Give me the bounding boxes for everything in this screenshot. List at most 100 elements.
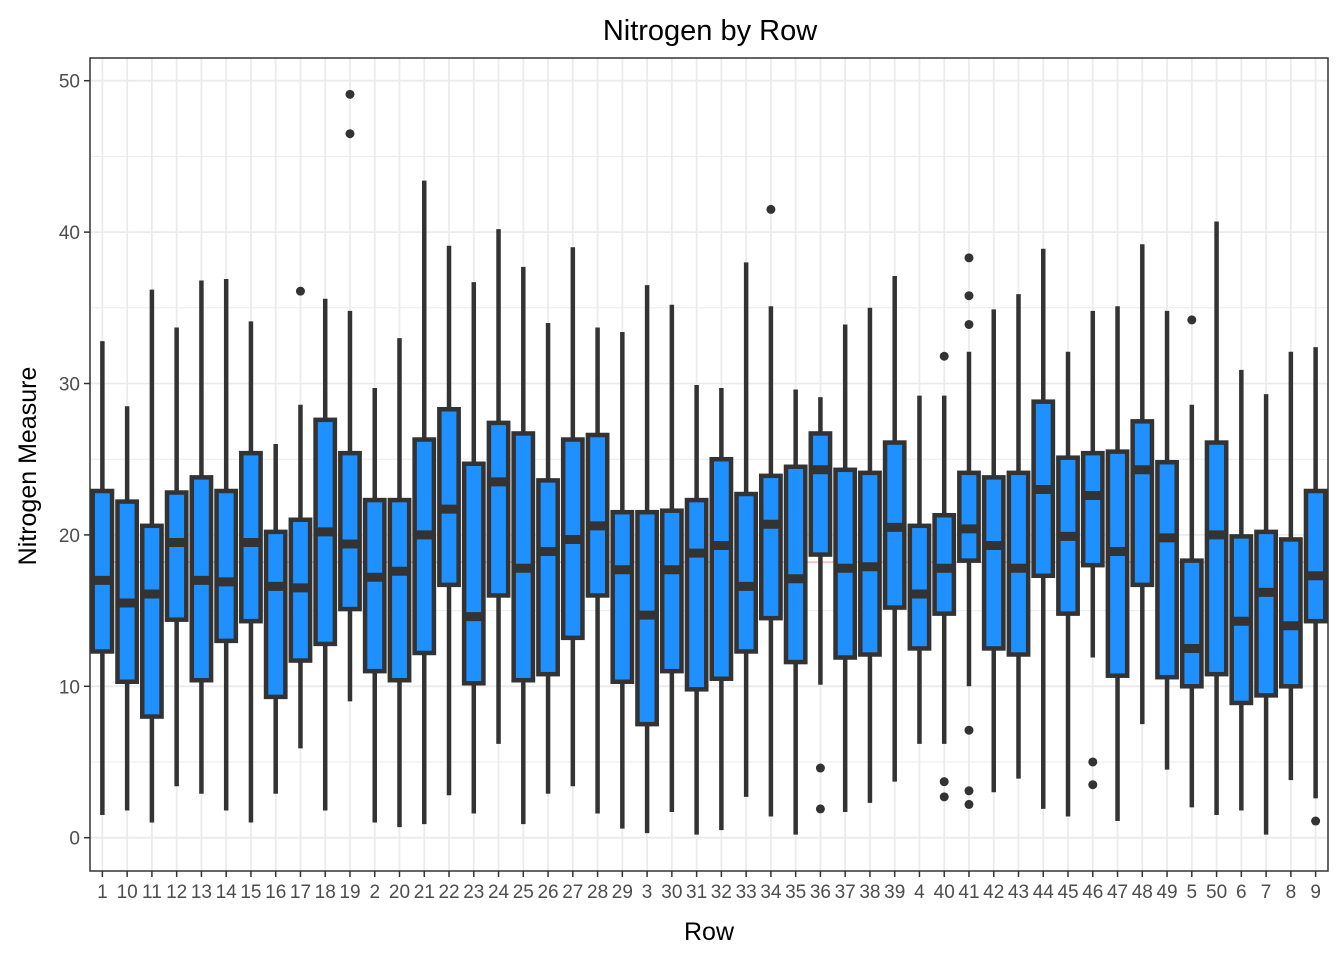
x-tick-label: 19 xyxy=(339,882,360,903)
box-22 xyxy=(437,245,461,796)
box-body xyxy=(387,497,412,683)
box-48 xyxy=(1130,244,1155,725)
x-tick-label: 27 xyxy=(562,882,583,903)
x-tick-label: 41 xyxy=(958,882,979,903)
box-49 xyxy=(1155,310,1179,770)
x-tick-label: 1 xyxy=(97,882,108,903)
box-body xyxy=(362,497,387,674)
box-body xyxy=(783,464,808,665)
x-tick-label: 20 xyxy=(389,882,410,903)
x-tick-label: 3 xyxy=(642,882,653,903)
box-45 xyxy=(1056,351,1080,817)
outlier-point xyxy=(1088,780,1098,790)
x-axis-title: Row xyxy=(684,918,735,946)
box-19 xyxy=(338,89,362,702)
box-body xyxy=(610,509,635,685)
outlier-point xyxy=(766,204,776,214)
box-body xyxy=(1130,419,1155,588)
x-tick-label: 22 xyxy=(438,882,459,903)
box-body xyxy=(907,523,932,651)
box-body xyxy=(1006,470,1031,657)
box-38 xyxy=(858,307,882,803)
x-tick-label: 26 xyxy=(537,882,558,903)
x-tick-label: 39 xyxy=(884,882,905,903)
outlier-point xyxy=(345,129,355,139)
y-axis-title: Nitrogen Measure xyxy=(14,367,42,566)
x-tick-label: 14 xyxy=(216,882,238,903)
box-16 xyxy=(263,444,288,794)
box-7 xyxy=(1254,394,1279,835)
box-body xyxy=(536,478,560,677)
x-tick-label: 42 xyxy=(983,882,1004,903)
box-body xyxy=(338,450,362,612)
box-35 xyxy=(783,389,808,835)
box-body xyxy=(164,490,189,622)
box-12 xyxy=(164,327,189,787)
x-tick-label: 12 xyxy=(166,882,187,903)
x-tick-label: 25 xyxy=(513,882,534,903)
x-tick-label: 34 xyxy=(760,882,782,903)
x-tick-label: 31 xyxy=(686,882,707,903)
box-body xyxy=(659,508,684,674)
box-body xyxy=(263,529,288,700)
box-36 xyxy=(808,397,833,814)
x-tick-label: 2 xyxy=(369,882,380,903)
box-body xyxy=(461,461,486,686)
x-tick-label: 13 xyxy=(191,882,212,903)
box-body xyxy=(239,450,263,624)
box-body xyxy=(1080,450,1105,568)
outlier-point xyxy=(964,253,974,263)
x-tick-label: 38 xyxy=(859,882,880,903)
x-tick-label: 40 xyxy=(934,882,955,903)
box-18 xyxy=(313,298,338,811)
x-tick-label: 49 xyxy=(1156,882,1177,903)
x-tick-label: 32 xyxy=(711,882,732,903)
box-body xyxy=(1105,449,1130,678)
box-32 xyxy=(709,388,734,831)
x-tick-label: 15 xyxy=(240,882,261,903)
box-34 xyxy=(758,204,783,817)
box-15 xyxy=(239,321,263,823)
outlier-point xyxy=(345,89,355,99)
box-body xyxy=(833,467,858,660)
box-25 xyxy=(511,266,536,825)
box-37 xyxy=(833,324,858,812)
x-tick-label: 8 xyxy=(1286,882,1297,903)
x-tick-label: 45 xyxy=(1057,882,1078,903)
x-tick-label: 29 xyxy=(612,882,633,903)
box-body xyxy=(486,420,511,598)
box-body xyxy=(437,406,461,588)
outlier-point xyxy=(815,763,825,773)
box-5 xyxy=(1179,315,1204,808)
box-14 xyxy=(214,279,239,811)
box-body xyxy=(511,431,536,683)
box-20 xyxy=(387,338,412,828)
y-tick-label: 50 xyxy=(59,72,80,93)
x-tick-label: 10 xyxy=(117,882,138,903)
box-body xyxy=(214,488,239,644)
outlier-point xyxy=(964,799,974,809)
box-44 xyxy=(1031,248,1056,809)
box-body xyxy=(412,437,437,656)
outlier-point xyxy=(1311,816,1321,826)
x-tick-label: 36 xyxy=(810,882,831,903)
box-47 xyxy=(1105,306,1130,822)
box-27 xyxy=(560,247,585,787)
x-tick-label: 48 xyxy=(1132,882,1153,903)
outlier-point xyxy=(1187,315,1197,325)
box-body xyxy=(957,470,981,563)
box-3 xyxy=(635,285,660,834)
y-tick-label: 0 xyxy=(69,829,80,850)
box-1 xyxy=(90,341,115,815)
box-29 xyxy=(610,332,635,829)
box-42 xyxy=(981,309,1006,793)
box-41 xyxy=(957,253,981,809)
x-tick-label: 18 xyxy=(315,882,336,903)
x-tick-label: 47 xyxy=(1107,882,1128,903)
outlier-point xyxy=(964,786,974,796)
x-tick-label: 5 xyxy=(1187,882,1198,903)
x-tick-label: 23 xyxy=(463,882,484,903)
box-11 xyxy=(139,289,164,823)
outlier-point xyxy=(964,319,974,329)
